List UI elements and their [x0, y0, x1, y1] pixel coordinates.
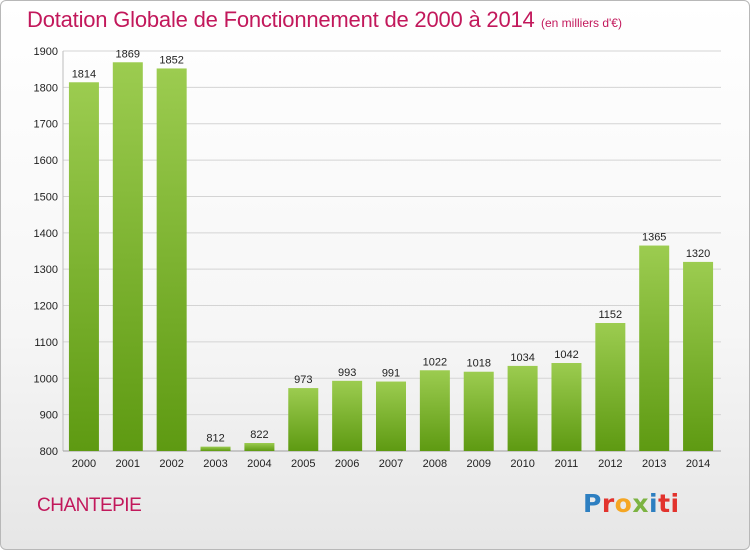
logo-letter: r	[601, 489, 615, 518]
logo-letter: x	[632, 489, 649, 518]
x-tick-label: 2011	[555, 458, 579, 470]
x-tick-label: 2007	[379, 458, 403, 470]
x-tick-label: 2006	[335, 458, 359, 470]
bars	[68, 62, 714, 452]
logo-letter: P	[583, 489, 602, 518]
x-tick-label: 2013	[642, 458, 666, 470]
bar	[244, 443, 275, 451]
bar-value-label: 1034	[510, 352, 534, 364]
chart-title: Dotation Globale de Fonctionnement de 20…	[27, 7, 535, 32]
bar-value-label: 991	[382, 368, 400, 380]
bar	[156, 68, 187, 452]
x-tick-label: 2014	[686, 458, 710, 470]
bar-value-label: 812	[206, 433, 224, 445]
bar	[507, 365, 538, 451]
logo-letter: i	[649, 489, 659, 518]
x-axis-ticks: 2000 2001 2002 2003 2004 2005 2006 2007 2008 2009…	[72, 458, 711, 470]
bar-value-label: 1869	[116, 48, 140, 60]
x-tick-label: 2010	[510, 458, 534, 470]
bar	[332, 380, 363, 451]
y-tick-label: 1400	[34, 228, 58, 240]
bar	[376, 381, 406, 451]
x-tick-label: 2001	[116, 458, 140, 470]
value-labels: 1814 1869 1852 812 822 973 993 991 1022 1018 1034 1…	[72, 48, 711, 444]
bar-value-label: 973	[294, 374, 312, 386]
bar	[200, 446, 231, 451]
x-tick-label: 2002	[159, 458, 183, 470]
y-tick-label: 1600	[34, 155, 58, 167]
city-name: CHANTEPIE	[37, 495, 142, 516]
bar	[419, 370, 450, 451]
bar-value-label: 1018	[466, 358, 490, 370]
bar	[68, 82, 99, 451]
x-tick-label: 2000	[72, 458, 96, 470]
y-tick-label: 1100	[34, 337, 58, 349]
bar	[683, 261, 714, 451]
logo-letter: ti	[658, 489, 680, 518]
bar	[463, 371, 494, 451]
bar-value-label: 1814	[72, 68, 96, 80]
bar	[595, 323, 626, 451]
logo-letter: o	[614, 489, 633, 518]
y-tick-label: 1700	[34, 119, 58, 131]
y-tick-label: 1000	[34, 373, 58, 385]
chart-unit: (en milliers d'€)	[541, 16, 622, 30]
bar	[288, 388, 319, 451]
bar-value-label: 1365	[642, 232, 666, 244]
bar-value-label: 1022	[423, 356, 447, 368]
y-tick-label: 1900	[34, 46, 58, 58]
bar-value-label: 1042	[554, 349, 578, 361]
y-axis-ticks: 800 900 1000 1100 1200 1300 1400 1500 1600 1700 18…	[34, 46, 58, 458]
bar-value-label: 1852	[159, 54, 183, 66]
y-tick-label: 1300	[34, 264, 58, 276]
y-tick-label: 900	[40, 410, 58, 422]
y-tick-label: 1800	[34, 82, 58, 94]
x-tick-label: 2008	[423, 458, 447, 470]
proxiti-logo: Proxiti	[583, 489, 680, 518]
x-tick-label: 2004	[247, 458, 271, 470]
bar	[112, 62, 143, 451]
y-tick-label: 800	[40, 446, 58, 458]
x-tick-label: 2009	[466, 458, 490, 470]
bar	[551, 363, 582, 451]
bar-value-label: 822	[250, 429, 268, 441]
x-tick-label: 2003	[203, 458, 227, 470]
bar-value-label: 1320	[686, 248, 710, 260]
bar	[639, 245, 670, 451]
bar-value-label: 1152	[599, 309, 623, 321]
x-tick-label: 2012	[598, 458, 622, 470]
x-tick-label: 2005	[291, 458, 315, 470]
y-tick-label: 1200	[34, 301, 58, 313]
bar-value-label: 993	[338, 367, 356, 379]
y-tick-label: 1500	[34, 191, 58, 203]
